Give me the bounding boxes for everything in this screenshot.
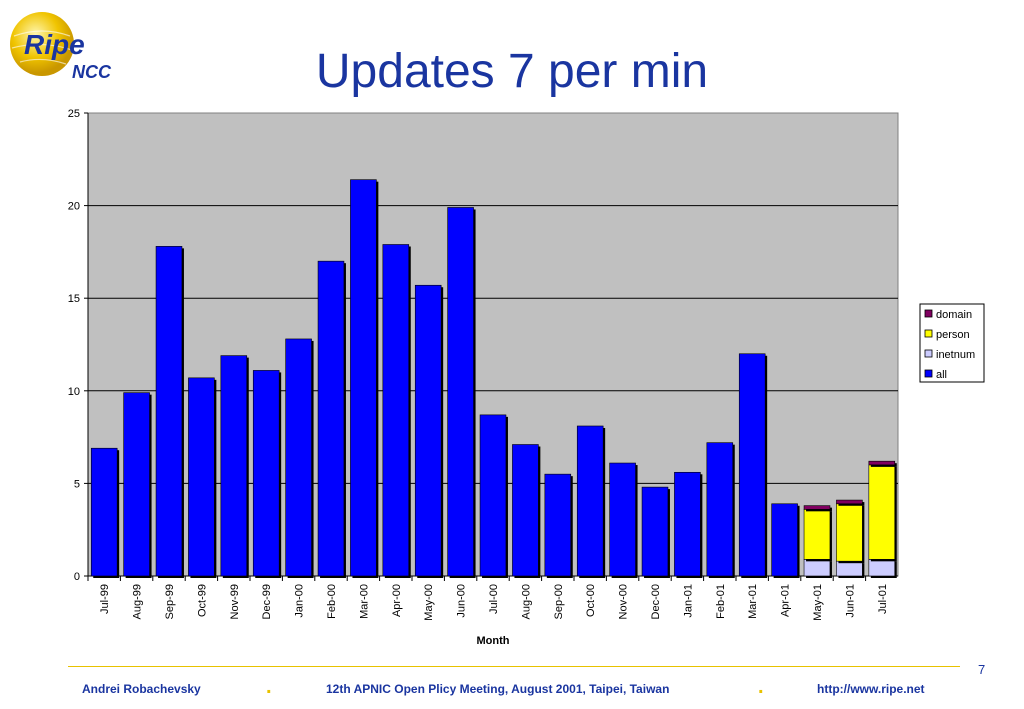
- x-tick-label: Oct-00: [585, 584, 597, 617]
- legend-label-inetnum: inetnum: [936, 349, 975, 361]
- legend-label-domain: domain: [936, 309, 972, 321]
- legend-label-all: all: [936, 369, 947, 381]
- x-axis-title: Month: [477, 635, 510, 647]
- x-tick-label: Nov-99: [229, 584, 241, 619]
- y-tick-label: 5: [74, 478, 80, 490]
- x-tick-label: Apr-00: [391, 584, 403, 617]
- x-tick-label: Mar-00: [358, 584, 370, 619]
- bar-all: [252, 370, 280, 577]
- footer-rule: [68, 666, 960, 667]
- bar-inetnum: [803, 559, 831, 577]
- footer-url: http://www.ripe.net: [817, 682, 925, 696]
- bar-domain: [868, 460, 896, 466]
- x-tick-label: Jul-00: [488, 584, 500, 614]
- legend-swatch-person: [924, 329, 933, 338]
- x-tick-label: Dec-00: [650, 584, 662, 619]
- bar-all: [414, 284, 442, 577]
- bar-person: [868, 464, 896, 560]
- x-tick-label: Jun-00: [456, 584, 468, 618]
- x-tick-label: Apr-01: [780, 584, 792, 617]
- bar-all: [641, 486, 669, 577]
- bar-all: [220, 355, 248, 577]
- footer-event: 12th APNIC Open Plicy Meeting, August 20…: [326, 682, 670, 696]
- bar-all: [155, 246, 183, 577]
- footer-author: Andrei Robachevsky: [82, 682, 201, 696]
- x-tick-label: Sep-00: [553, 584, 565, 619]
- y-tick-label: 10: [68, 386, 80, 398]
- bar-all: [738, 353, 766, 577]
- bar-all: [123, 392, 150, 577]
- bar-domain: [803, 505, 831, 510]
- bar-inetnum: [868, 559, 896, 577]
- ripe-ncc-logo: Ripe NCC: [10, 12, 112, 82]
- x-tick-label: Aug-00: [520, 584, 532, 619]
- x-tick-label: Dec-99: [261, 584, 273, 619]
- logo-sub: NCC: [72, 62, 112, 82]
- x-tick-label: Mar-01: [747, 584, 759, 619]
- bar-all: [188, 377, 215, 577]
- x-tick-label: Sep-99: [164, 584, 176, 619]
- bar-all: [706, 442, 734, 577]
- x-tick-label: Jul-99: [99, 584, 111, 614]
- legend-label-person: person: [936, 329, 970, 341]
- bar-all: [350, 179, 377, 577]
- y-tick-label: 20: [68, 201, 80, 213]
- page-number: 7: [978, 662, 986, 677]
- y-tick-label: 25: [68, 108, 80, 120]
- slide-title: Updates 7 per min: [315, 45, 709, 98]
- bar-all: [771, 503, 798, 577]
- logo-word: Ripe: [24, 29, 85, 60]
- x-tick-label: Jan-00: [294, 584, 306, 618]
- bar-all: [576, 425, 604, 577]
- y-tick-label: 0: [74, 571, 80, 583]
- bar-domain: [836, 499, 863, 505]
- bar-all: [382, 244, 410, 577]
- x-tick-label: Feb-01: [715, 584, 727, 619]
- x-tick-label: May-01: [812, 584, 824, 621]
- x-tick-label: May-00: [423, 584, 435, 621]
- x-tick-label: Aug-99: [132, 584, 144, 619]
- x-tick-label: Jun-01: [844, 584, 856, 618]
- bar-inetnum: [836, 560, 863, 577]
- bar-all: [609, 462, 636, 577]
- footer-separator: .: [266, 676, 272, 698]
- x-tick-label: Feb-00: [326, 584, 338, 619]
- bar-all: [512, 444, 539, 577]
- legend-swatch-inetnum: [924, 349, 933, 358]
- bar-all: [447, 207, 474, 577]
- bar-all: [90, 447, 118, 577]
- bar-all: [674, 471, 701, 577]
- bar-all: [479, 414, 507, 577]
- x-tick-label: Jul-01: [877, 584, 889, 614]
- x-tick-label: Oct-99: [196, 584, 208, 617]
- y-tick-label: 15: [68, 293, 80, 305]
- legend-swatch-domain: [924, 309, 933, 318]
- bar-all: [317, 260, 345, 577]
- footer-separator: .: [758, 676, 764, 698]
- bar-all: [544, 473, 572, 577]
- legend-swatch-all: [924, 369, 933, 378]
- bar-person: [803, 509, 831, 560]
- x-tick-label: Jan-01: [682, 584, 694, 618]
- bar-person: [836, 503, 863, 562]
- bar-all: [285, 338, 312, 577]
- x-tick-label: Nov-00: [618, 584, 630, 619]
